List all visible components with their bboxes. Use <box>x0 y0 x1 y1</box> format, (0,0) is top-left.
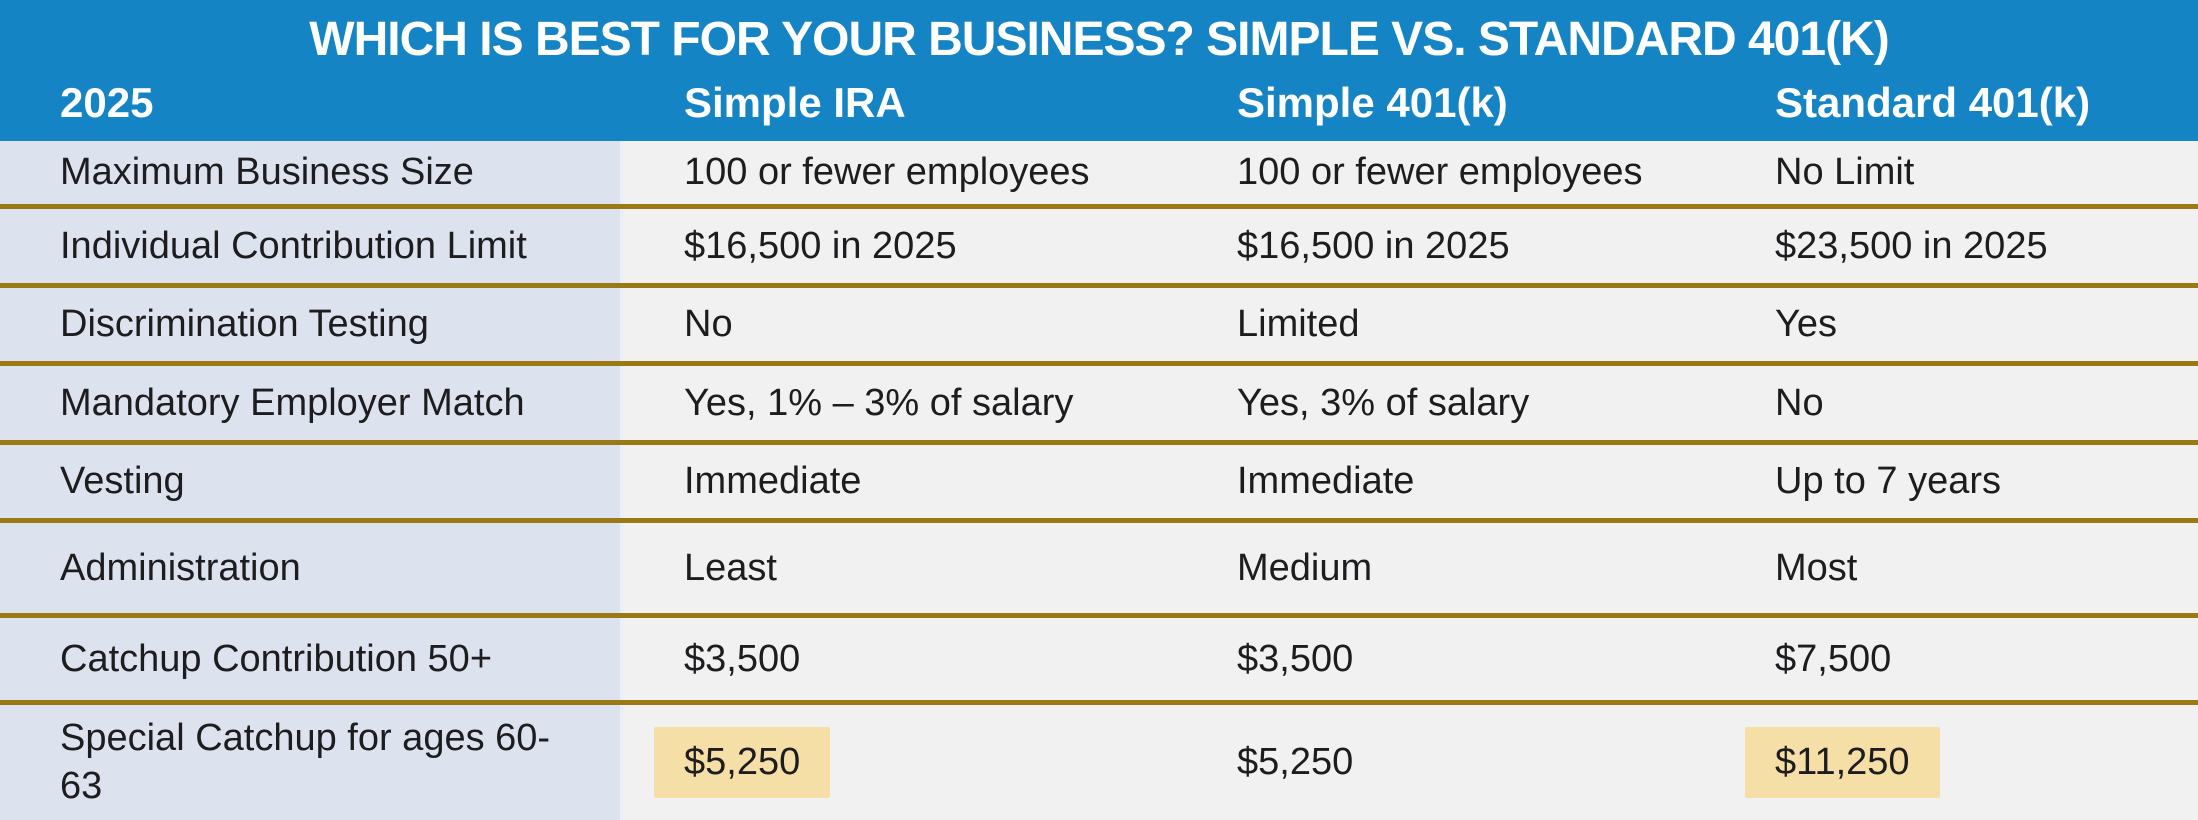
table-row-administration: Administration Least Medium Most <box>0 518 2198 613</box>
column-header-year: 2025 <box>60 78 154 126</box>
cell-simple-ira: No <box>684 303 733 345</box>
table-body: Maximum Business Size 100 or fewer emplo… <box>0 141 2198 820</box>
cell-simple-401k: 100 or fewer employees <box>1237 151 1643 193</box>
highlighted-value: $11,250 <box>1745 727 1940 798</box>
row-label: Maximum Business Size <box>0 141 624 204</box>
cell-standard-401k: $23,500 in 2025 <box>1775 224 2048 267</box>
cell-standard-401k: No Limit <box>1775 151 1915 193</box>
highlighted-value: $5,250 <box>654 727 831 798</box>
cell-simple-401k: Yes, 3% of salary <box>1237 381 1530 424</box>
column-header-simple-ira: Simple IRA <box>684 78 906 126</box>
cell-simple-ira: $5,250 <box>624 705 1177 820</box>
row-label: Special Catchup for ages 60-63 <box>0 705 624 820</box>
table-row-catchup-contribution-50plus: Catchup Contribution 50+ $3,500 $3,500 $… <box>0 613 2198 700</box>
row-label: Mandatory Employer Match <box>0 366 624 440</box>
row-label: Administration <box>0 523 624 613</box>
cell-simple-ira: Immediate <box>684 460 862 502</box>
cell-simple-401k: $16,500 in 2025 <box>1237 224 1510 267</box>
cell-standard-401k: $7,500 <box>1775 637 1892 680</box>
table-row-individual-contribution-limit: Individual Contribution Limit $16,500 in… <box>0 204 2198 283</box>
table-row-vesting: Vesting Immediate Immediate Up to 7 year… <box>0 440 2198 518</box>
table-row-discrimination-testing: Discrimination Testing No Limited Yes <box>0 283 2198 361</box>
table-row-special-catchup-60-63: Special Catchup for ages 60-63 $5,250 $5… <box>0 700 2198 820</box>
cell-simple-ira: $3,500 <box>684 637 801 680</box>
cell-simple-ira: Yes, 1% – 3% of salary <box>684 381 1074 424</box>
table-title: WHICH IS BEST FOR YOUR BUSINESS? SIMPLE … <box>309 12 1889 66</box>
row-label: Catchup Contribution 50+ <box>0 618 624 700</box>
cell-simple-401k: $3,500 <box>1237 637 1354 680</box>
cell-simple-401k: Medium <box>1237 546 1373 589</box>
cell-standard-401k: $11,250 <box>1715 705 2198 820</box>
cell-simple-ira: 100 or fewer employees <box>684 151 1090 193</box>
column-header-standard-401k: Standard 401(k) <box>1775 78 2091 126</box>
cell-simple-401k: Limited <box>1237 303 1360 345</box>
cell-standard-401k: No <box>1775 381 1824 424</box>
cell-simple-401k: $5,250 <box>1237 741 1354 783</box>
cell-standard-401k: Most <box>1775 546 1858 589</box>
cell-simple-ira: $16,500 in 2025 <box>684 224 957 267</box>
table-row-maximum-business-size: Maximum Business Size 100 or fewer emplo… <box>0 141 2198 204</box>
cell-simple-401k: Immediate <box>1237 460 1415 502</box>
table-header: WHICH IS BEST FOR YOUR BUSINESS? SIMPLE … <box>0 0 2198 141</box>
cell-standard-401k: Yes <box>1775 303 1837 345</box>
column-header-simple-401k: Simple 401(k) <box>1237 78 1508 126</box>
table-row-mandatory-employer-match: Mandatory Employer Match Yes, 1% – 3% of… <box>0 361 2198 440</box>
row-label: Discrimination Testing <box>0 288 624 361</box>
cell-simple-ira: Least <box>684 546 777 589</box>
row-label: Vesting <box>0 445 624 518</box>
column-header-row: 2025 Simple IRA Simple 401(k) Standard 4… <box>0 72 2198 141</box>
row-label: Individual Contribution Limit <box>0 209 624 283</box>
cell-standard-401k: Up to 7 years <box>1775 460 2001 502</box>
